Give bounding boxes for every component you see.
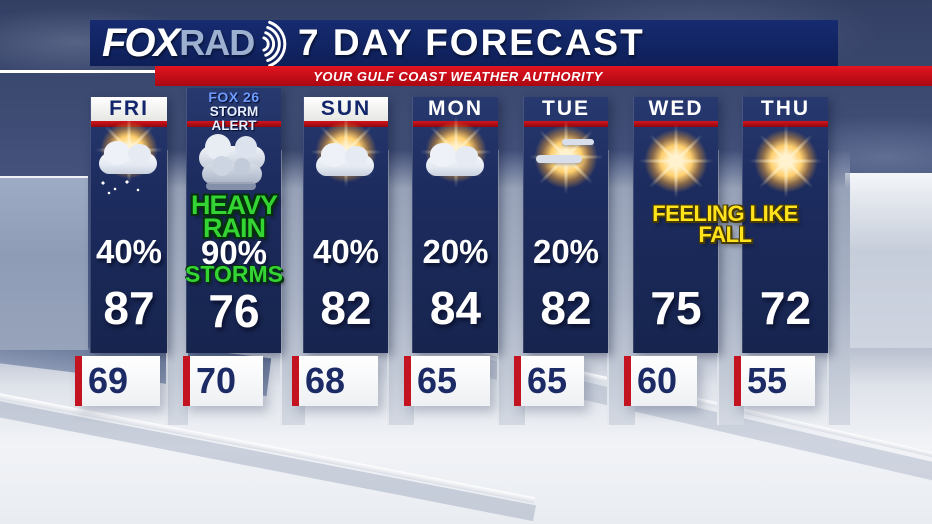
precip-chance: 20%: [532, 233, 600, 270]
low-temp: 60: [637, 360, 678, 401]
low-temp: 65: [417, 360, 458, 401]
sun-wisp-icon: [528, 120, 604, 199]
low-temp-box: 65: [404, 356, 490, 406]
rain-drops-glyph: [97, 178, 147, 195]
sunny-icon: [638, 124, 714, 199]
low-temp-accent-bar: [734, 356, 741, 406]
day-header-accent: [187, 121, 281, 127]
radar-waves-icon: [262, 20, 287, 68]
precip-chance: 40%: [95, 233, 163, 270]
storm-alert-label: STORM ALERT: [209, 104, 259, 133]
high-temp: 75: [650, 282, 702, 334]
storm-alert-station-label: FOX 26: [208, 89, 260, 105]
low-temp-accent-bar: [514, 356, 521, 406]
storm-alert-header: FOX 26 STORM ALERT: [187, 88, 281, 132]
low-temp: 68: [305, 360, 346, 401]
heavy-rain-callout: HEAVY RAIN: [181, 190, 287, 243]
low-temp-accent-bar: [292, 356, 299, 406]
forecast-day-panel: TUE 20% 82: [523, 97, 608, 353]
low-temp-box: 55: [734, 356, 815, 406]
high-temp: 82: [540, 282, 592, 334]
storms-callout: STORMS: [185, 261, 283, 287]
cloud-glyph: [99, 141, 157, 174]
precip-chance: 20%: [422, 233, 489, 270]
forecast-day-panel: THU 72: [742, 97, 828, 353]
storm-cloud-icon: [196, 134, 272, 210]
storm-cloud-bottom-glyph: [202, 156, 262, 184]
precip-chance: 90%: [200, 234, 268, 271]
low-temp-box: 70: [183, 356, 263, 406]
day-header-accent: [743, 121, 828, 127]
low-temp-box: 69: [75, 356, 160, 406]
low-temp-accent-bar: [624, 356, 631, 406]
annotation-line-1: FEELING LIKE: [652, 201, 798, 226]
storm-cloud-shadow-glyph: [206, 182, 256, 190]
forecast-day-panel: WED 75: [633, 97, 718, 353]
low-temp-box: 60: [624, 356, 697, 406]
cloud-wisp-glyph: [562, 139, 594, 145]
day-label: TUE: [542, 97, 590, 120]
page-title: 7 DAY FORECAST: [298, 22, 645, 63]
cloud-wisp-glyph: [536, 155, 582, 163]
day-label: MON: [428, 97, 483, 120]
cloud-glyph: [316, 143, 374, 176]
sunny-icon: [748, 124, 824, 199]
low-temp-accent-bar: [404, 356, 411, 406]
forecast-day-panel: FRI 40% 87: [90, 97, 167, 353]
low-temp-box: 68: [292, 356, 378, 406]
high-temp: 87: [103, 282, 155, 334]
background-pillar: [166, 150, 188, 425]
low-temp: 65: [527, 360, 568, 401]
sun-cloud-rain-icon: [91, 116, 167, 199]
low-temp: 55: [747, 360, 788, 401]
forecast-day-panel: MON 20% 84: [412, 97, 498, 353]
background-band-right: [845, 173, 932, 348]
header-bar: FOX RAD 7 DAY FORECAST: [90, 20, 838, 68]
low-temp: 70: [196, 360, 237, 401]
high-temp: 76: [208, 285, 260, 337]
banner-tagline: YOUR GULF COAST WEATHER AUTHORITY: [313, 69, 603, 84]
cloud-glyph: [425, 143, 484, 176]
feeling-like-fall-annotation: FEELING LIKE FALL: [630, 201, 820, 247]
high-temp: 82: [320, 282, 372, 334]
day-label: THU: [760, 97, 811, 120]
annotation-line-2: FALL: [698, 221, 753, 247]
day-header-accent: [634, 121, 718, 127]
background-band-left: [0, 176, 88, 350]
logo-fox-text: FOX: [102, 20, 180, 65]
logo-rad-text: RAD: [179, 22, 255, 63]
precip-chance: 40%: [312, 233, 380, 270]
sun-cloud-icon: [308, 116, 384, 199]
heavy-rain-line-1: HEAVY: [190, 190, 278, 220]
high-temp: 72: [759, 282, 812, 334]
foxrad-logo: FOX RAD: [102, 20, 308, 68]
horizontal-line-decoration: [0, 70, 158, 73]
low-temp-accent-bar: [183, 356, 190, 406]
low-temp-accent-bar: [75, 356, 82, 406]
sun-cloud-icon: [418, 116, 494, 199]
forecast-day-panel: FOX 26 STORM ALERT HEAVY RAIN 90% STORMS 76: [185, 88, 283, 353]
high-temp: 84: [429, 282, 482, 334]
forecast-day-panel: SUN 40% 82: [303, 97, 388, 353]
sun-rays-glyph: [748, 124, 823, 198]
low-temp-box: 65: [514, 356, 584, 406]
sun-rays-glyph: [639, 124, 713, 198]
background-pillar: [827, 150, 850, 425]
heavy-rain-line-2: RAIN: [203, 212, 266, 243]
low-temp: 69: [88, 360, 129, 401]
banner-bar: YOUR GULF COAST WEATHER AUTHORITY: [155, 66, 932, 86]
day-label: WED: [648, 97, 704, 120]
